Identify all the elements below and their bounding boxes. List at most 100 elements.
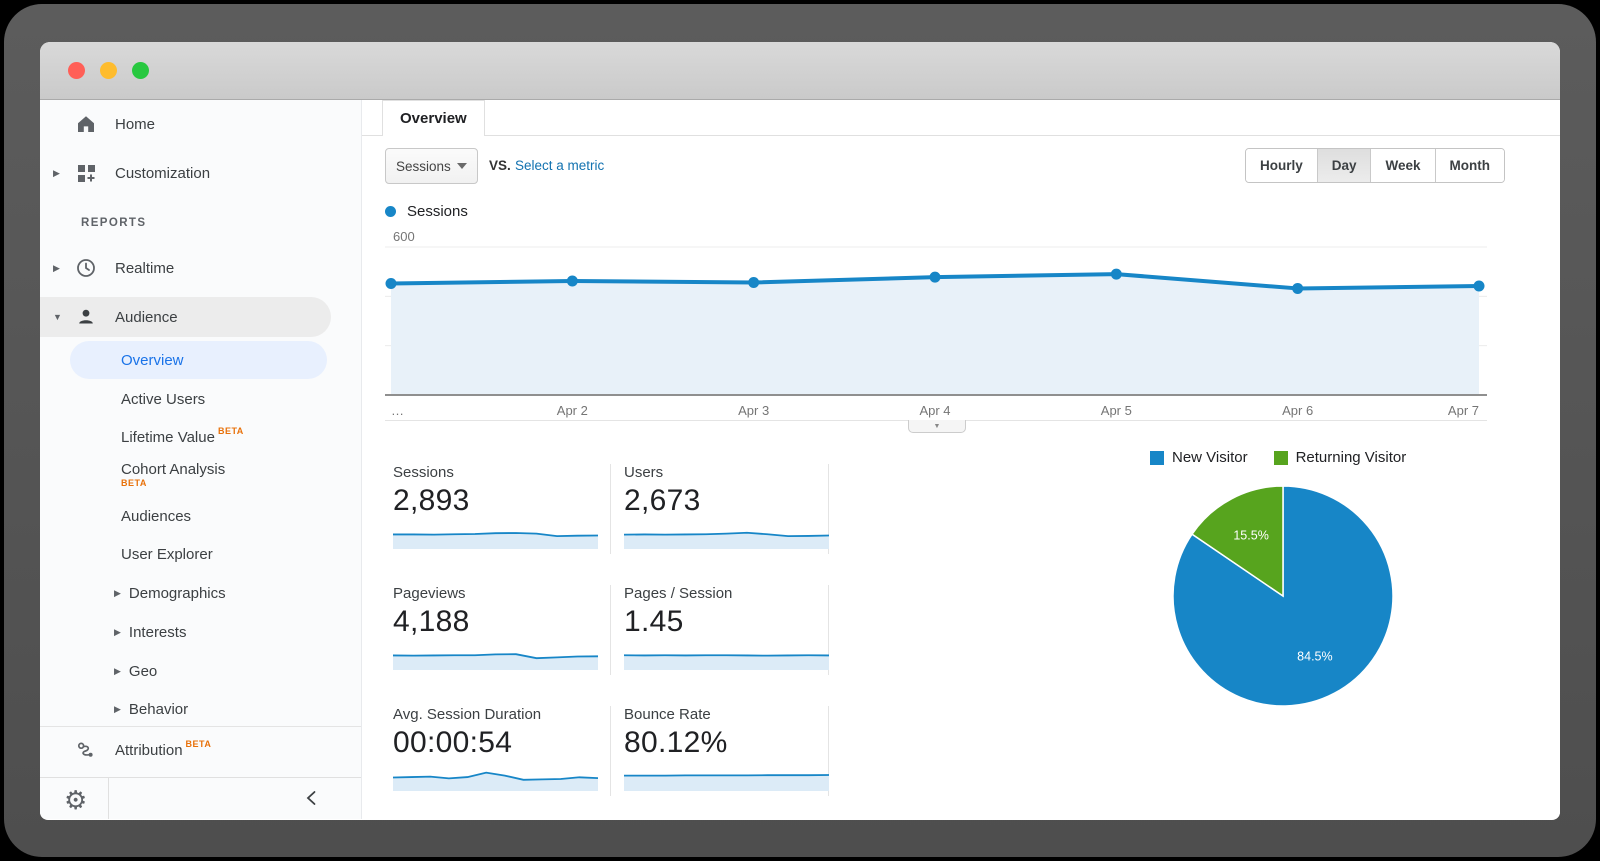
metric-label: Pageviews <box>393 585 466 602</box>
metric-label: Pages / Session <box>624 585 733 602</box>
chevron-right-icon: ▶ <box>114 703 121 714</box>
sparkline <box>623 531 830 549</box>
analytics-window: Home ▶ Customization REPORTS ▶ <box>40 42 1560 820</box>
sidebar-item-label: Lifetime Value <box>121 428 215 446</box>
legend-entry-label: New Visitor <box>1172 449 1248 466</box>
sparkline <box>392 653 599 670</box>
svg-text:600: 600 <box>393 229 415 244</box>
sidebar-item-label: Geo <box>128 662 158 680</box>
metric-card-sessions[interactable]: Sessions 2,893 <box>393 464 611 554</box>
reports-section-header: REPORTS <box>81 217 147 229</box>
chart-expander-toggle[interactable]: ▼ <box>908 420 966 433</box>
chevron-right-icon: ▶ <box>114 587 121 598</box>
sidebar-item-label: User Explorer <box>121 545 213 563</box>
svg-text:…: … <box>391 403 404 418</box>
sparkline <box>393 532 599 549</box>
metric-card-pageviews[interactable]: Pageviews 4,188 <box>392 585 611 675</box>
granularity-hourly-button[interactable]: Hourly <box>1245 149 1317 182</box>
close-button[interactable] <box>68 62 85 79</box>
caret-down-icon <box>457 163 467 169</box>
main-content: Overview Sessions VS. Select a metric Ho… <box>362 100 1560 819</box>
metric-value: 80.12% <box>624 726 728 759</box>
sparkline <box>624 774 830 791</box>
sidebar-item-lifetime-value[interactable]: Lifetime Value BETA <box>40 418 361 456</box>
gear-icon[interactable]: ⚙ <box>64 785 88 815</box>
sidebar-divider <box>40 726 361 727</box>
metric-selector-value: Sessions <box>396 158 451 174</box>
metric-card-users[interactable]: Users 2,673 <box>611 464 830 554</box>
svg-text:15.5%: 15.5% <box>1233 529 1268 543</box>
svg-text:84.5%: 84.5% <box>1297 649 1332 663</box>
titlebar[interactable] <box>40 42 1560 100</box>
attribution-icon <box>75 740 97 761</box>
sidebar-item-label: Customization <box>115 164 211 182</box>
sidebar-item-label: Behavior <box>128 700 189 718</box>
home-icon <box>75 114 97 134</box>
sidebar-footer: ⚙ <box>40 777 361 819</box>
beta-badge: BETA <box>185 739 212 749</box>
metric-value: 00:00:54 <box>393 726 513 759</box>
sidebar: Home ▶ Customization REPORTS ▶ <box>40 100 362 819</box>
sidebar-item-geo[interactable]: ▶ Geo <box>40 652 361 690</box>
chart-legend: Sessions <box>385 203 468 220</box>
sidebar-item-audience[interactable]: ▼ Audience <box>40 297 331 337</box>
sidebar-item-audiences[interactable]: Audiences <box>40 497 361 535</box>
metric-value: 2,673 <box>624 484 701 517</box>
legend-label: Sessions <box>407 203 468 220</box>
granularity-day-button[interactable]: Day <box>1316 149 1371 182</box>
legend-entry-label: Returning Visitor <box>1295 449 1407 466</box>
sidebar-item-interests[interactable]: ▶ Interests <box>40 613 361 651</box>
legend-dot-icon <box>385 206 396 217</box>
metric-card-pages-per-session[interactable]: Pages / Session 1.45 <box>611 585 830 675</box>
tab-overview[interactable]: Overview <box>382 100 485 136</box>
sidebar-item-demographics[interactable]: ▶ Demographics <box>40 574 361 612</box>
pie-legend-new-visitor[interactable]: New Visitor <box>1150 449 1248 466</box>
sidebar-item-label: Active Users <box>121 390 206 408</box>
sparkline <box>392 771 599 791</box>
sidebar-item-customization[interactable]: ▶ Customization <box>40 153 361 193</box>
collapse-sidebar-icon[interactable] <box>302 788 322 813</box>
vs-label: VS. <box>489 158 511 173</box>
chevron-right-icon: ▶ <box>53 167 60 178</box>
sidebar-item-label: Cohort Analysis <box>121 460 226 478</box>
pie-legend-returning-visitor[interactable]: Returning Visitor <box>1273 449 1407 466</box>
sidebar-item-label: Audiences <box>121 507 192 525</box>
visitor-type-pie-chart[interactable]: 84.5% 15.5% <box>1168 481 1398 711</box>
svg-text:Apr 2: Apr 2 <box>557 403 588 418</box>
granularity-month-button[interactable]: Month <box>1434 149 1504 182</box>
metric-selector-dropdown[interactable]: Sessions <box>385 148 478 184</box>
sidebar-item-realtime[interactable]: ▶ Realtime <box>40 248 361 288</box>
sidebar-item-label: Home <box>115 115 156 133</box>
person-icon <box>75 307 97 327</box>
sidebar-item-label: Interests <box>128 623 187 641</box>
metric-label: Sessions <box>393 464 454 481</box>
minimize-button[interactable] <box>100 62 117 79</box>
select-a-metric-link[interactable]: Select a metric <box>515 158 605 173</box>
chevron-right-icon: ▶ <box>114 626 121 637</box>
clock-icon <box>75 258 97 278</box>
metric-value: 2,893 <box>393 484 470 517</box>
zoom-button[interactable] <box>132 62 149 79</box>
sidebar-item-home[interactable]: Home <box>40 104 361 144</box>
sidebar-item-active-users[interactable]: Active Users <box>40 380 361 418</box>
legend-swatch-icon <box>1273 450 1288 465</box>
tab-strip: Overview <box>362 100 1560 136</box>
svg-text:Apr 5: Apr 5 <box>1101 403 1132 418</box>
sidebar-item-label: Audience <box>115 308 178 326</box>
beta-badge: BETA <box>217 426 244 436</box>
metric-card-avg-session-duration[interactable]: Avg. Session Duration 00:00:54 <box>392 706 611 796</box>
customization-icon <box>75 164 97 183</box>
sidebar-item-behavior[interactable]: ▶ Behavior <box>40 690 361 728</box>
svg-text:Apr 7: Apr 7 <box>1448 403 1479 418</box>
chevron-right-icon: ▶ <box>53 262 60 273</box>
granularity-week-button[interactable]: Week <box>1370 149 1435 182</box>
sidebar-item-attribution[interactable]: Attribution BETA <box>40 730 361 770</box>
footer-divider <box>108 778 109 819</box>
metric-cards: Sessions 2,893 Users 2,673 Pageviews 4,1… <box>392 464 830 820</box>
sidebar-item-overview[interactable]: Overview <box>70 341 327 379</box>
sparkline <box>623 654 830 670</box>
sidebar-item-user-explorer[interactable]: User Explorer <box>40 535 361 573</box>
metric-card-bounce-rate[interactable]: Bounce Rate 80.12% <box>611 706 830 796</box>
sidebar-item-cohort-analysis[interactable]: Cohort Analysis BETA <box>40 451 361 497</box>
